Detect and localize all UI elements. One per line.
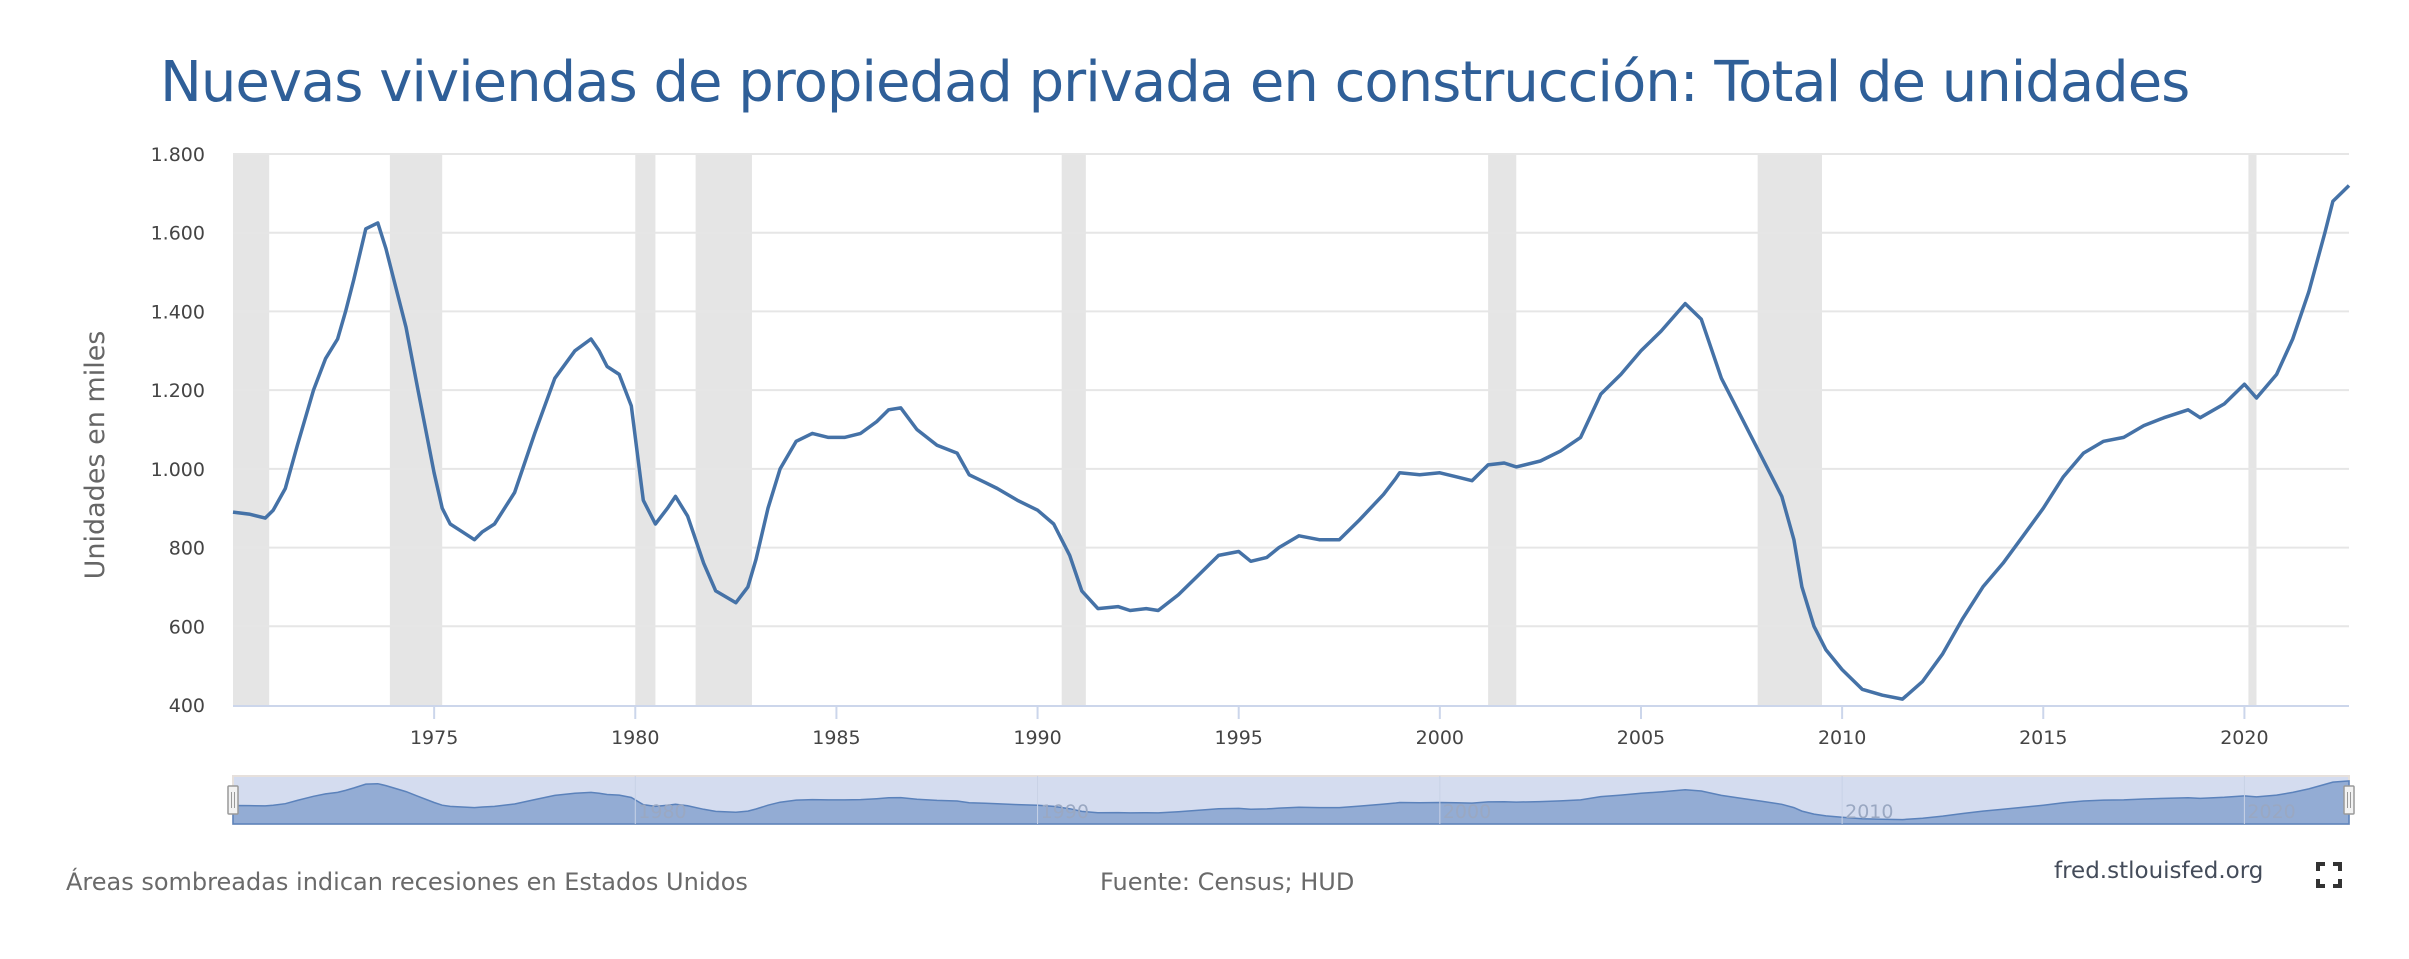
x-tick-label: 1980 (611, 727, 659, 749)
navigator-handle-right[interactable] (2343, 785, 2355, 815)
navigator-tick-label: 1990 (1041, 801, 1089, 823)
chart-title: Nuevas viviendas de propiedad privada en… (160, 50, 2190, 115)
x-tick-label: 2005 (1617, 727, 1665, 749)
navigator-area (232, 780, 2350, 825)
y-tick-label: 1.800 (151, 144, 205, 166)
recession-note: Áreas sombreadas indican recesiones en E… (66, 868, 748, 896)
y-tick-label: 400 (169, 695, 205, 717)
recession-band (635, 154, 656, 705)
x-tick-label: 2020 (2220, 727, 2268, 749)
y-tick-label: 1.000 (151, 459, 205, 481)
y-tick-label: 1.200 (151, 380, 205, 402)
series-line (232, 184, 2351, 701)
gridlines (233, 153, 2349, 707)
navigator-handle-left[interactable] (227, 785, 239, 815)
x-axis-ticks: 1975 1980 1985 1990 1995 2000 2005 2010 2015 2020 (410, 707, 2269, 749)
navigator-tick-label: 2010 (1845, 801, 1893, 823)
recession-band (1061, 154, 1086, 705)
navigator-tick-label: 2020 (2247, 801, 2295, 823)
recession-bands (233, 154, 2257, 705)
x-tick-label: 2015 (2019, 727, 2067, 749)
recession-band (1488, 154, 1517, 705)
navigator-tick-label: 1980 (638, 801, 686, 823)
source-note: Fuente: Census; HUD (1100, 868, 1355, 896)
y-tick-label: 600 (169, 616, 205, 638)
x-tick-label: 1995 (1215, 727, 1263, 749)
y-tick-label: 800 (169, 538, 205, 560)
recession-band (233, 154, 270, 705)
y-tick-label: 1.400 (151, 301, 205, 323)
y-axis-label: Unidades en miles (80, 331, 111, 580)
range-navigator[interactable]: 1980 1990 2000 2010 2020 (227, 775, 2355, 825)
x-tick-label: 1990 (1013, 727, 1061, 749)
y-axis-ticks: 400 600 800 1.000 1.200 1.400 1.600 1.800 (151, 144, 205, 717)
y-tick-label: 1.600 (151, 223, 205, 245)
recession-band (695, 154, 752, 705)
x-tick-label: 2000 (1416, 727, 1464, 749)
recession-band (2248, 154, 2257, 705)
navigator-tick-label: 2000 (1443, 801, 1491, 823)
recession-band (389, 154, 443, 705)
series (232, 184, 2351, 701)
fullscreen-icon[interactable] (2316, 862, 2342, 888)
x-tick-label: 1985 (812, 727, 860, 749)
x-tick-label: 2010 (1818, 727, 1866, 749)
site-link[interactable]: fred.stlouisfed.org (2054, 858, 2264, 884)
x-tick-label: 1975 (410, 727, 458, 749)
